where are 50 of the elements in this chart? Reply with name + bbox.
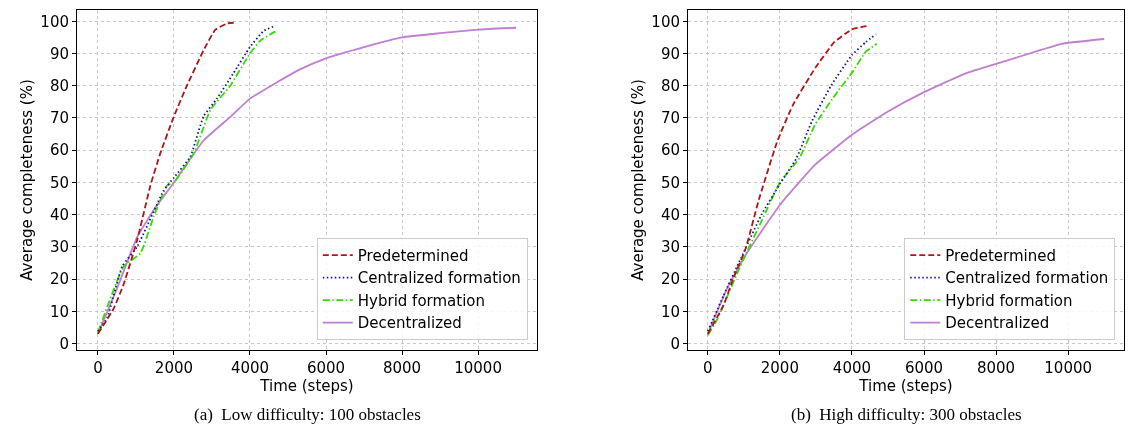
y-tick-label: 100 — [651, 12, 680, 31]
legend-label: Decentralized — [357, 314, 462, 333]
y-tick-label: 0 — [670, 334, 680, 353]
x-tick-label: 10000 — [1044, 359, 1093, 377]
y-axis-title: Average completeness (%) — [628, 79, 647, 281]
x-tick-label: 8000 — [976, 359, 1016, 377]
y-tick-label: 70 — [49, 109, 69, 128]
x-tick-label: 0 — [93, 359, 103, 377]
y-tick-label: 0 — [59, 334, 69, 353]
y-tick-label: 60 — [49, 141, 69, 160]
y-tick-label: 70 — [660, 109, 680, 128]
line-series — [706, 38, 1106, 335]
x-tick-label: 2000 — [154, 359, 194, 377]
x-tick-label: 10000 — [454, 359, 502, 377]
y-tick-label: 90 — [660, 44, 680, 63]
x-tick-label: 6000 — [904, 359, 944, 377]
text: (b) High difficulty: 300 obstacles — [791, 405, 1022, 424]
y-tick-label: 50 — [660, 173, 680, 192]
y-tick-label: 90 — [49, 44, 69, 63]
x-tick-label: 0 — [703, 359, 713, 377]
y-tick-label: 40 — [660, 205, 680, 224]
text: (a) Low difficulty: 100 obstacles — [194, 405, 421, 424]
y-tick-label: 40 — [49, 205, 69, 224]
legend-label: Centralized formation — [945, 269, 1109, 288]
x-axis-title: Time (steps) — [259, 377, 354, 395]
line-series — [97, 21, 237, 335]
legend-label: Predetermined — [357, 246, 469, 265]
y-tick-label: 80 — [49, 76, 69, 95]
legend-label: Centralized formation — [357, 269, 521, 288]
y-axis-title: Average completeness (%) — [17, 79, 36, 281]
y-tick-label: 80 — [660, 76, 680, 95]
x-tick-label: 6000 — [306, 359, 346, 377]
y-tick-label: 20 — [660, 270, 680, 289]
y-tick-label: 50 — [49, 173, 69, 192]
y-tick-label: 100 — [40, 12, 69, 31]
y-tick-label: 60 — [660, 141, 680, 160]
y-tick-label: 30 — [49, 238, 69, 257]
legend-label: Hybrid formation — [945, 291, 1073, 310]
x-tick-label: 4000 — [832, 359, 872, 377]
x-tick-label: 2000 — [760, 359, 799, 377]
y-tick-label: 20 — [49, 270, 69, 289]
x-tick-label: 8000 — [382, 359, 422, 377]
legend-label: Hybrid formation — [357, 291, 485, 310]
y-tick-label: 10 — [660, 302, 680, 321]
y-tick-label: 30 — [660, 238, 680, 257]
x-axis-title: Time (steps) — [858, 377, 953, 395]
legend-label: Predetermined — [945, 246, 1056, 265]
y-tick-label: 10 — [49, 302, 69, 321]
x-tick-label: 4000 — [230, 359, 270, 377]
legend-label: Decentralized — [945, 314, 1050, 333]
